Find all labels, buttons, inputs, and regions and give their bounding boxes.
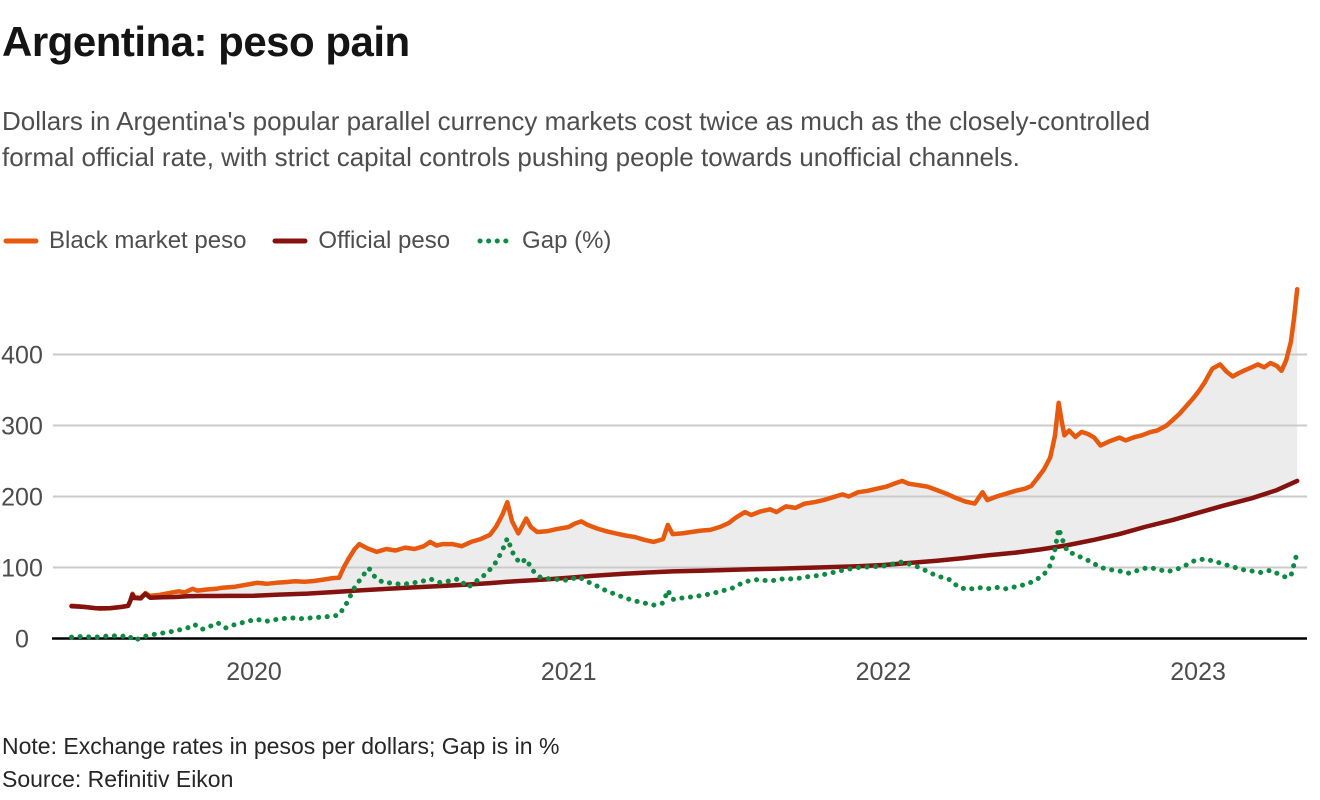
legend-label-official: Official peso [318,227,451,254]
legend-swatch-official [272,238,308,244]
y-tick-label-300: 300 [1,413,43,441]
x-tick-label-2021: 2021 [541,658,597,686]
area-between-rates [71,289,1298,609]
chart-source: Source: Refinitiv Eikon [2,766,234,792]
y-tick-label-0: 0 [15,626,29,654]
legend-swatch-gap [477,238,510,244]
legend-label-gap: Gap (%) [522,227,612,254]
legend-item-official-peso: Official peso [272,227,450,255]
chart-note: Note: Exchange rates in pesos per dollar… [2,733,560,759]
y-tick-label-200: 200 [1,484,43,512]
x-tick-label-2020: 2020 [226,658,282,686]
legend-item-gap: Gap (%) [476,227,611,255]
series-line-black-market-peso [69,286,1300,611]
legend-item-black-market-peso: Black market peso [3,227,246,255]
y-tick-label-400: 400 [1,342,43,370]
y-tick-label-100: 100 [1,555,43,583]
x-tick-label-2022: 2022 [856,658,912,686]
page-title: Argentina: peso pain [2,18,410,65]
series-line-gap-pct [69,526,1300,644]
series-line-official-peso [69,478,1300,611]
chart-subtitle: Dollars in Argentina's popular parallel … [2,103,1314,175]
chart-legend: Black market peso Official peso Gap (%) [3,227,611,255]
subtitle-line-1: Dollars in Argentina's popular parallel … [2,106,1151,136]
subtitle-line-2: formal official rate, with strict capita… [2,142,1020,172]
x-tick-label-2023: 2023 [1170,658,1226,686]
legend-swatch-black-market [3,238,39,244]
legend-label-black-market: Black market peso [49,227,247,254]
